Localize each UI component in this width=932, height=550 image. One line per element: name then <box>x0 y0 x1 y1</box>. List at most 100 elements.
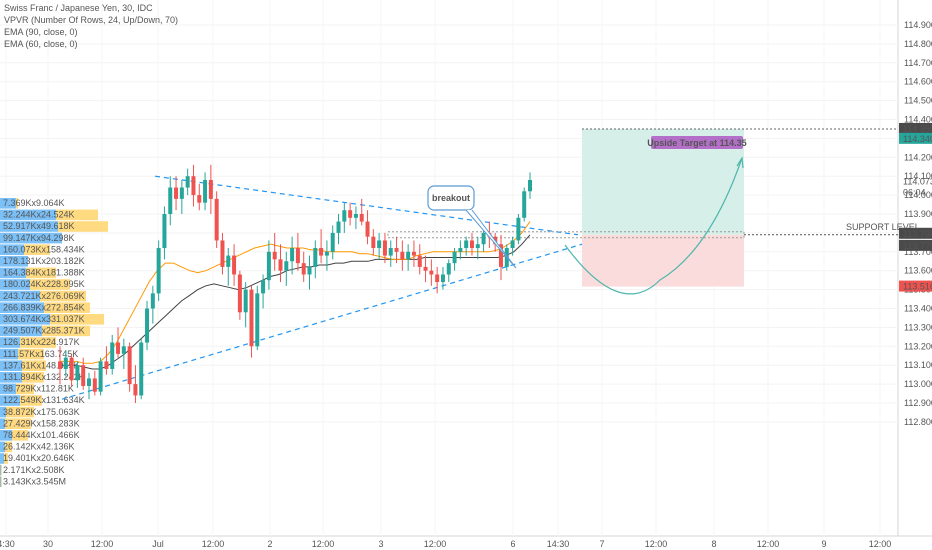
breakout-callout-box[interactable] <box>427 185 475 211</box>
price-label-text: 113.790 <box>903 229 932 239</box>
time-tick-label: 12:00 <box>645 539 668 549</box>
price-label-bg <box>899 227 932 239</box>
candle-body <box>516 217 521 241</box>
price-label-bg <box>899 280 932 292</box>
candle-body <box>261 280 266 294</box>
price-tick-label: 114.800 <box>904 39 932 49</box>
price-tick-label: 113.900 <box>904 209 932 219</box>
candle-body <box>98 361 103 392</box>
candle-body <box>220 240 225 267</box>
candle-body <box>528 179 532 192</box>
volume-profile-up-bar <box>0 372 22 383</box>
candle-body <box>365 221 370 237</box>
volume-profile-up-bar <box>0 290 40 302</box>
price-tick-label: 113.400 <box>904 304 932 314</box>
volume-profile-row-label: 52.917Kx49.618K <box>3 221 75 231</box>
indicator-ema-60[interactable]: EMA (60, close, 0) <box>4 39 78 49</box>
volume-profile-row-label: 26.142Kx42.136K <box>3 442 75 452</box>
volume-profile-down-bar <box>56 209 98 221</box>
candle-body <box>133 384 138 396</box>
volume-profile-down-bar <box>12 430 28 441</box>
volume-profile-down-bar <box>22 372 44 383</box>
annotations[interactable]: Upside Target at 114.35 breakout <box>427 128 898 269</box>
volume-profile-row-label: 111.57Kx163.745K <box>3 349 78 359</box>
volume-profile-row-label: 180.024Kx228.995K <box>3 279 85 289</box>
candle-body <box>336 221 341 233</box>
candle-body <box>185 176 190 188</box>
support-level-label: SUPPORT LEVEL <box>846 222 920 232</box>
time-axis[interactable]: 4:30 30 12:00 Jul 12:00 2 12:00 3 12:00 6 14:30 7 12… <box>0 539 891 549</box>
volume-profile: 7.369Kx9.064K 32.244Kx24.524K52.917Kx49.6… <box>0 198 108 487</box>
candle-body <box>110 342 115 369</box>
volume-profile-up-bar <box>0 476 1 487</box>
volume-profile-down-bar <box>22 360 46 371</box>
price-tick-label: 113.200 <box>904 341 932 351</box>
volume-profile-up-bar <box>0 360 22 371</box>
indicator-ema-90[interactable]: EMA (90, close, 0) <box>4 27 78 37</box>
candle-body <box>400 251 405 260</box>
volume-profile-row-label: 137.61Kx148.345K <box>3 360 80 370</box>
candlesticks <box>58 164 532 403</box>
candle-body <box>481 232 486 245</box>
price-tick-label: 114.900 <box>904 20 932 30</box>
volume-profile-up-bar <box>0 209 56 221</box>
candle-body <box>69 357 74 381</box>
lower-trendline <box>61 243 583 400</box>
volume-profile-up-bar <box>0 464 1 476</box>
candle-body <box>440 274 445 283</box>
volume-profile-up-bar <box>0 348 18 360</box>
projection-curve-path <box>564 157 743 295</box>
volume-profile-up-bar <box>0 406 6 418</box>
grid <box>0 0 932 537</box>
candle-body <box>272 251 277 260</box>
price-tick-label: 114.600 <box>904 77 932 87</box>
time-tick-label: 9 <box>821 539 826 549</box>
time-tick-label: 30 <box>43 539 53 549</box>
candle-body <box>359 214 364 222</box>
volume-profile-down-bar <box>16 198 18 209</box>
candle-body <box>197 195 202 203</box>
price-tick-label: 113.100 <box>904 360 932 370</box>
candle-body <box>522 191 527 218</box>
time-tick-label: 12:00 <box>757 539 780 549</box>
candle-body <box>458 248 463 252</box>
volume-profile-row-label: 38.872Kx175.063K <box>3 407 80 417</box>
time-tick-label: 12:00 <box>91 539 114 549</box>
candle-body <box>377 240 382 249</box>
volume-profile-up-bar <box>0 198 16 209</box>
candle-body <box>324 251 329 256</box>
volume-profile-down-bar <box>44 302 90 313</box>
support-level-line[interactable]: SUPPORT LEVEL <box>387 222 920 239</box>
volume-profile-up-bar <box>0 244 24 255</box>
symbol-title[interactable]: Swiss Franc / Japanese Yen, 30, IDC <box>4 3 153 13</box>
price-label-text: 113.516 <box>903 282 932 292</box>
candle-body <box>156 248 161 294</box>
volume-profile-up-bar <box>0 441 5 453</box>
candle-body <box>278 259 283 271</box>
candle-body <box>121 346 126 354</box>
volume-profile-row-label: 131.894Kx132.242K <box>3 372 85 382</box>
volume-profile-row-label: 98.729Kx112.81K <box>3 384 74 394</box>
indicator-vpvr[interactable]: VPVR (Number Of Rows, 24, Up/Down, 70) <box>4 15 179 25</box>
volume-profile-row-label: 3.143Kx3.545M <box>3 476 66 486</box>
volume-profile-down-bar <box>42 325 90 337</box>
price-tick-label: 113.000 <box>904 379 932 389</box>
volume-profile-row-label: 2.171Kx2.508K <box>3 465 65 475</box>
candle-body <box>510 240 515 249</box>
candle-body <box>475 244 480 249</box>
price-axis[interactable]: 114.900 114.800 114.700 114.600 114.500 114.4… <box>899 20 932 427</box>
target-label-box[interactable] <box>651 136 743 149</box>
trendlines[interactable] <box>61 175 583 400</box>
candle-body <box>295 248 300 264</box>
candle-body <box>382 240 387 256</box>
volume-profile-up-bar <box>0 279 30 290</box>
candle-body <box>179 187 184 199</box>
candle-body <box>214 198 219 241</box>
target-label-text: Upside Target at 114.35 <box>647 138 746 148</box>
price-label-bg <box>899 239 932 251</box>
price-label-bg <box>899 122 932 134</box>
candle-body <box>301 263 306 275</box>
volume-profile-row-label: 32.244Kx24.524K <box>3 210 75 220</box>
